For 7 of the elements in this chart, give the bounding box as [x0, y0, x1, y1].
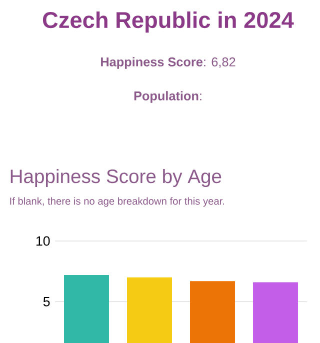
chart-title: Czech Republic in 2024: [42, 11, 294, 33]
text: Population:: [134, 91, 202, 103]
text: Happiness Score: 6,82: [101, 57, 236, 69]
chart-subtitle: Happiness Score by Age: [10, 168, 222, 188]
y-tick-label: 5: [43, 297, 50, 306]
y-tick-label: 10: [36, 236, 50, 246]
text: If blank, there is no age breakdown for this year.: [10, 197, 224, 207]
